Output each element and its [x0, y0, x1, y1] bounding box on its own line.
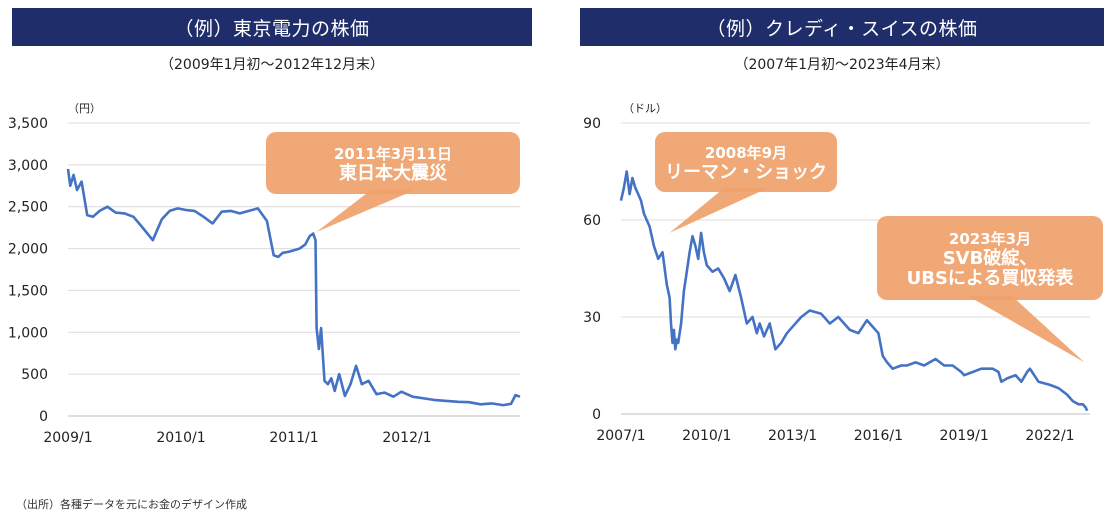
callout-text: SVB破綻、	[943, 247, 1038, 269]
x-tick-label: 2011/1	[269, 430, 318, 446]
y-tick-label: 2,000	[8, 242, 48, 258]
x-tick-label: 2010/1	[682, 428, 731, 444]
y-tick-label: 30	[583, 310, 601, 326]
left-line-chart: 0 500 1,000 1,500 2,000 2,500 3,000 3,500 2009/1…	[8, 102, 521, 446]
y-tick-label: 1,000	[8, 325, 48, 341]
x-tick-label: 2022/1	[1025, 428, 1074, 444]
callout-text: 東日本大震災	[339, 162, 448, 184]
y-tick-label: 2,500	[8, 200, 48, 216]
x-tick-label: 2019/1	[940, 428, 989, 444]
x-tick-label: 2016/1	[854, 428, 903, 444]
x-tick-label: 2012/1	[382, 430, 431, 446]
y-tick-label: 90	[583, 116, 601, 132]
y-axis-unit-label: （ドル）	[623, 102, 667, 115]
callout-text: 2011年3月11日	[334, 145, 452, 163]
callout-pointer	[669, 188, 768, 233]
callout-box	[877, 216, 1103, 300]
source-note: （出所）各種データを元にお金のデザイン作成	[16, 498, 247, 511]
callout-pointer	[316, 190, 415, 232]
x-tick-label: 2007/1	[596, 428, 645, 444]
callout-pointer	[968, 296, 1085, 363]
y-tick-label: 0	[39, 409, 48, 425]
right-chart-title: （例）クレディ・スイスの株価	[580, 8, 1104, 46]
left-chart-subtitle: （2009年1月初～2012年12月末）	[160, 57, 384, 73]
series-line	[619, 170, 1089, 412]
right-chart-subtitle: （2007年1月初～2023年4月末）	[734, 57, 950, 73]
y-tick-label: 60	[583, 213, 601, 229]
x-tick-label: 2013/1	[768, 428, 817, 444]
y-tick-label: 0	[592, 407, 601, 423]
callout-text: UBSによる買収発表	[907, 267, 1075, 289]
x-tick-label: 2009/1	[43, 430, 92, 446]
series-line	[66, 168, 521, 407]
y-tick-label: 500	[21, 367, 48, 383]
callout-box	[655, 132, 837, 192]
right-line-chart: 0 30 60 90 2007/1 2010/1 2013/1 2016/1 2019/1 202…	[583, 102, 1103, 444]
callout-text: 2008年9月	[705, 144, 787, 162]
x-tick-label: 2010/1	[156, 430, 205, 446]
y-tick-label: 3,500	[8, 116, 48, 132]
callout-text: 2023年3月	[949, 230, 1031, 248]
left-chart-title: （例）東京電力の株価	[12, 8, 532, 46]
y-tick-label: 3,000	[8, 158, 48, 174]
y-axis-unit-label: （円）	[68, 102, 101, 115]
callout-text: リーマン・ショック	[665, 162, 827, 183]
callout-box	[266, 132, 520, 194]
y-tick-label: 1,500	[8, 283, 48, 299]
